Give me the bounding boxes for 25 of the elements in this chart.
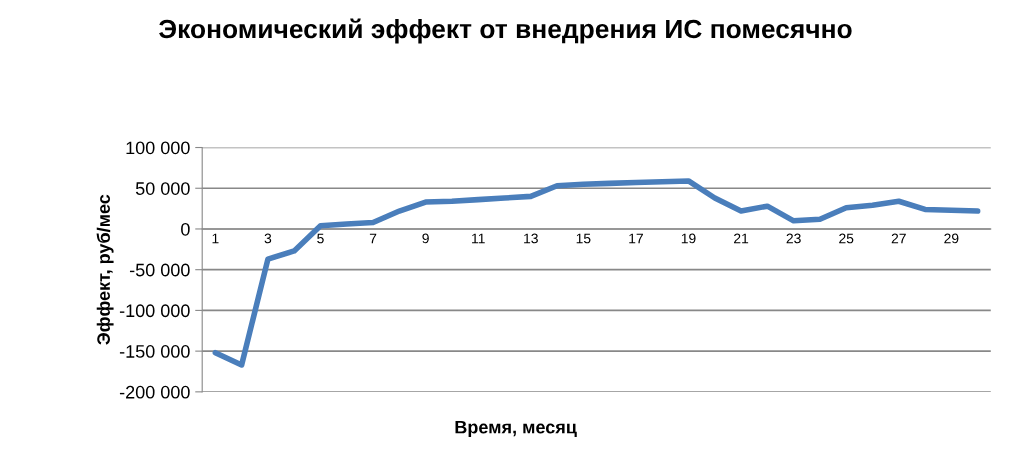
y-axis-title: Эффект, руб/мес [96,194,114,345]
x-tick-label: 29 [944,233,959,244]
y-tick-label: 100 000 [126,141,190,155]
chart-title: Экономический эффект от внедрения ИС помесячно [159,18,852,44]
x-tick-label: 15 [576,233,591,244]
x-tick-label: 11 [472,233,485,244]
x-tick-label: 17 [629,233,643,244]
x-tick-label: 21 [734,233,749,244]
y-tick-label: -100 000 [119,304,190,318]
x-tick-label: 19 [681,233,696,244]
x-tick-label: 27 [891,233,906,244]
x-tick-label: 23 [786,233,801,244]
y-tick-label: -150 000 [119,345,190,358]
x-tick-label: 9 [422,233,429,244]
x-tick-label: 7 [369,233,377,244]
y-tick-label: 0 [181,222,190,236]
y-tick-label: 50 000 [135,182,190,195]
x-tick-label: 3 [264,233,272,244]
y-tick-label: -200 000 [119,385,190,399]
x-tick-label: 25 [839,233,854,244]
x-tick-label: 13 [524,233,538,244]
x-tick-label: 5 [317,233,324,244]
y-tick-label: -50 000 [129,263,190,277]
x-tick-label: 1 [212,233,219,244]
x-axis-title: Время, месяц [455,420,577,438]
